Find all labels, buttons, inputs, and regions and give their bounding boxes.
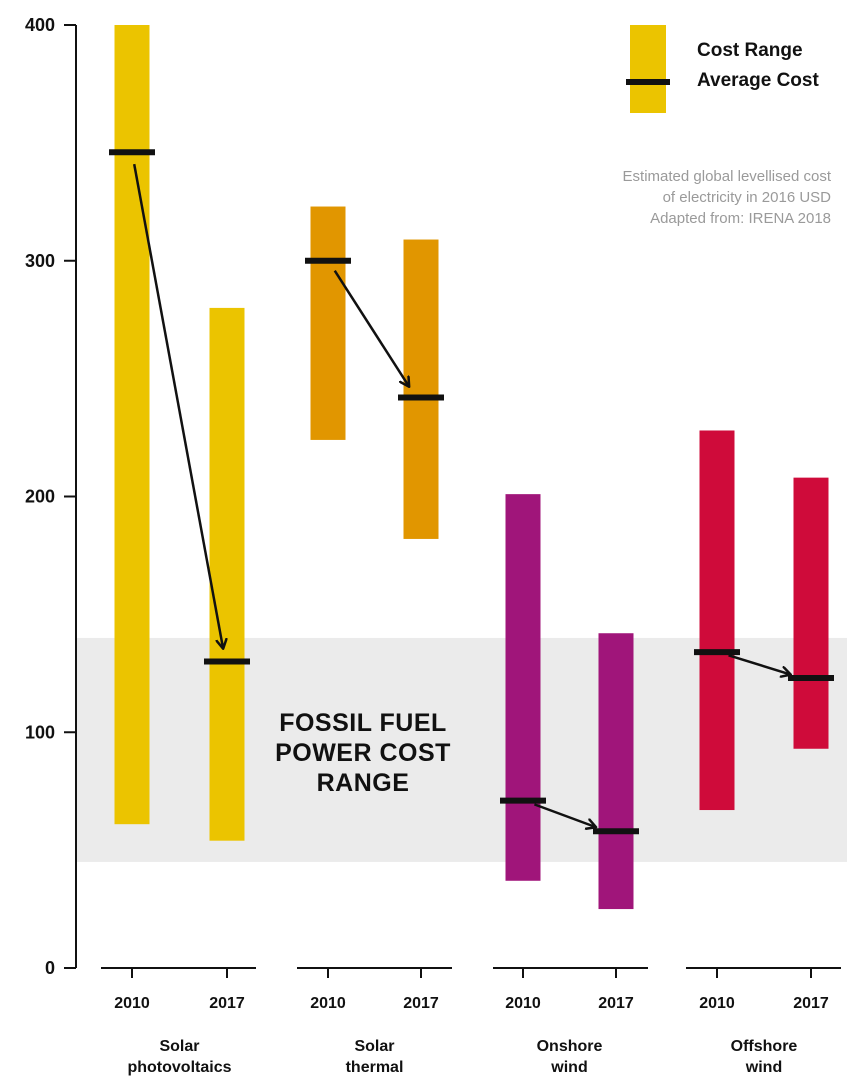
y-tick-label: 200 xyxy=(25,487,55,507)
x-tick-label: 2017 xyxy=(793,995,829,1012)
range-bar xyxy=(403,239,439,539)
x-axis: 2010 2017 Solar photovoltaics 2010 2017 Solar t… xyxy=(101,967,841,1076)
range-bar xyxy=(114,25,150,825)
band-label: FOSSIL FUEL POWER COST RANGE xyxy=(275,709,451,797)
trend-arrow xyxy=(333,269,409,386)
group-label: wind xyxy=(745,1059,782,1076)
y-tick-label: 400 xyxy=(25,15,55,35)
range-bar xyxy=(598,633,634,910)
range-bar xyxy=(793,477,829,749)
x-tick-label: 2017 xyxy=(598,995,634,1012)
y-axis: 0 100 200 300 400 xyxy=(25,15,77,978)
y-tick-label: 300 xyxy=(25,251,55,271)
group-label: Solar xyxy=(354,1038,394,1055)
note-line-3: Adapted from: IRENA 2018 xyxy=(650,210,831,227)
source-note: Estimated global levellised cost of elec… xyxy=(623,168,832,227)
x-tick-label: 2010 xyxy=(114,995,150,1012)
legend-range-label: Cost Range xyxy=(697,40,803,61)
note-line-1: Estimated global levellised cost xyxy=(623,168,832,185)
range-bar xyxy=(699,430,735,811)
legend-range-swatch xyxy=(630,25,666,113)
y-tick-label: 0 xyxy=(45,958,55,978)
group-label: Solar xyxy=(159,1038,199,1055)
range-bar xyxy=(209,307,245,841)
trend-arrow xyxy=(533,803,595,827)
trend-arrow xyxy=(728,654,790,674)
group-label: thermal xyxy=(346,1059,404,1076)
legend: Cost Range Average Cost xyxy=(626,25,819,113)
bars xyxy=(109,25,834,910)
band-label-line-3: RANGE xyxy=(317,769,410,797)
band-label-line-1: FOSSIL FUEL xyxy=(279,709,447,737)
trend-arrow xyxy=(132,163,223,648)
x-tick-label: 2010 xyxy=(699,995,735,1012)
range-bar xyxy=(310,206,346,440)
group-label: Offshore xyxy=(731,1038,798,1055)
x-tick-label: 2017 xyxy=(403,995,439,1012)
x-tick-label: 2010 xyxy=(505,995,541,1012)
band-label-line-2: POWER COST xyxy=(275,739,451,767)
group-label: photovoltaics xyxy=(127,1059,231,1076)
x-tick-label: 2017 xyxy=(209,995,245,1012)
legend-average-label: Average Cost xyxy=(697,70,819,91)
y-tick-label: 100 xyxy=(25,722,55,742)
range-bar xyxy=(505,494,541,881)
note-line-2: of electricity in 2016 USD xyxy=(663,189,832,206)
group-label: Onshore xyxy=(537,1038,603,1055)
x-tick-label: 2010 xyxy=(310,995,346,1012)
group-label: wind xyxy=(550,1059,587,1076)
